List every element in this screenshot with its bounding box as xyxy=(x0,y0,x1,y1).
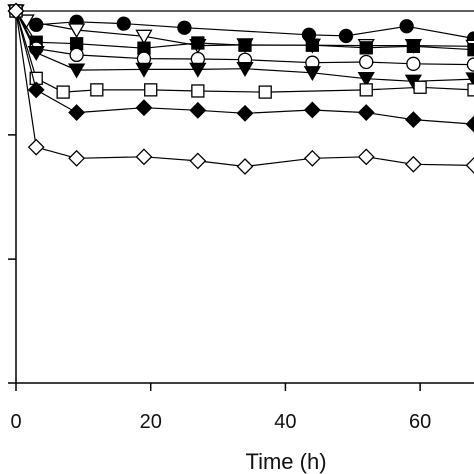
series-3-point-8 xyxy=(406,56,421,71)
series-6-point-2 xyxy=(68,104,86,121)
series-7-line xyxy=(15,10,474,168)
series-1-point-3 xyxy=(135,29,153,45)
series-1-line xyxy=(15,10,474,47)
series-7-point-8 xyxy=(404,155,422,173)
series-0-point-7 xyxy=(399,19,414,34)
series-5-point-6 xyxy=(258,85,272,99)
series-4-point-3 xyxy=(135,62,153,78)
x-tick-label-20: 20 xyxy=(140,411,162,433)
series-0-point-3 xyxy=(116,16,131,31)
series-7-point-6 xyxy=(303,149,321,167)
series-3-point-2 xyxy=(69,47,84,63)
series-5-point-7 xyxy=(359,83,373,97)
series-6-point-7 xyxy=(357,104,375,121)
series-7-point-3 xyxy=(135,148,153,166)
series-6-point-6 xyxy=(303,101,321,119)
series-2-point-6 xyxy=(305,38,320,52)
series-3-line xyxy=(15,10,474,66)
series-4-point-9 xyxy=(465,72,474,88)
series-2-point-5 xyxy=(238,38,252,52)
series-2-line xyxy=(15,10,474,51)
series-5-point-9 xyxy=(467,83,474,97)
series-5-line xyxy=(15,10,474,93)
series-0-point-4 xyxy=(177,20,192,35)
series-4-point-2 xyxy=(67,63,86,79)
series-4-point-5 xyxy=(236,62,254,77)
series-7-open-diamond xyxy=(7,2,474,175)
series-6-point-5 xyxy=(236,104,254,122)
series-2-point-4 xyxy=(191,36,205,50)
series-7-point-0 xyxy=(7,2,25,20)
x-axis-title: Time (h) xyxy=(245,449,326,474)
series-5-point-3 xyxy=(90,83,104,97)
series-6-point-8 xyxy=(404,111,422,129)
series-0-point-1 xyxy=(29,17,44,32)
series-5-point-2 xyxy=(56,85,70,99)
series-6-point-1 xyxy=(27,81,45,99)
series-4-line xyxy=(15,10,474,82)
series-4-point-1 xyxy=(27,46,45,61)
plot-area xyxy=(7,2,474,175)
x-tick-label-0: 0 xyxy=(10,411,21,433)
series-4-point-6 xyxy=(303,66,321,82)
series-5-point-5 xyxy=(191,84,205,98)
series-7-point-5 xyxy=(236,158,254,175)
series-3-point-9 xyxy=(466,57,474,72)
series-5-open-square xyxy=(9,4,474,99)
axes: 0 20 40 60 xyxy=(8,10,474,433)
series-7-point-1 xyxy=(27,138,45,156)
series-4-point-4 xyxy=(189,62,207,78)
series-0-point-6 xyxy=(338,28,354,44)
series-7-point-9 xyxy=(465,156,474,174)
series-3-point-7 xyxy=(359,54,374,70)
series-6-line xyxy=(15,10,474,125)
series-7-point-4 xyxy=(189,152,207,170)
series-6-point-9 xyxy=(465,115,474,133)
x-tick-label-40: 40 xyxy=(274,411,296,433)
series-7-point-2 xyxy=(68,149,86,167)
x-tick-label-60: 60 xyxy=(409,411,431,433)
series-6-point-3 xyxy=(135,99,153,117)
series-2-point-8 xyxy=(406,39,421,53)
series-5-point-8 xyxy=(413,80,427,94)
series-7-point-7 xyxy=(357,148,375,166)
series-2-point-9 xyxy=(467,43,474,57)
series-4-point-7 xyxy=(357,72,375,88)
series-4-filled-triangle-down xyxy=(7,4,474,90)
series-5-point-4 xyxy=(144,83,158,97)
series-6-point-4 xyxy=(189,101,207,119)
series-2-point-7 xyxy=(359,41,373,55)
series-1-point-2 xyxy=(67,23,86,39)
